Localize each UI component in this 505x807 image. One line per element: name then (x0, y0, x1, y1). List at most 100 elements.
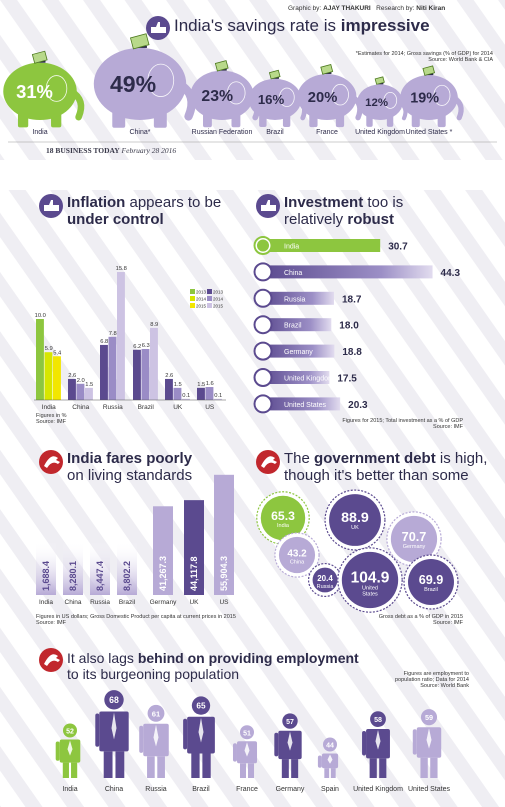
person-leg (239, 763, 246, 778)
employment-category: India (62, 786, 77, 793)
debt-value: 104.9 (351, 569, 390, 586)
inflation-value: 5.9 (45, 346, 53, 352)
employment-value: 59 (425, 713, 433, 722)
inflation-bar (150, 327, 158, 400)
savings-category: France (316, 129, 338, 136)
person-leg (115, 751, 125, 778)
inflation-bar (36, 319, 44, 400)
living-bar (36, 541, 56, 595)
employment-value: 61 (152, 709, 160, 718)
employment-category: France (236, 786, 258, 793)
investment-category: Russia (284, 296, 306, 303)
person-leg (420, 757, 428, 778)
inflation-value: 2.0 (77, 378, 85, 384)
savings-category: Brazil (266, 129, 284, 136)
savings-value: 12% (365, 97, 388, 109)
living-value: 8,280.1 (68, 561, 78, 591)
person-arm (232, 743, 237, 762)
living-title: India fares poorly on living standards (67, 450, 193, 484)
living-bar (90, 541, 110, 595)
legend-label: 2013 (213, 290, 224, 295)
person-arm (139, 725, 144, 753)
investment-note: Figures for 2015; Total investment as a … (342, 418, 463, 430)
person-leg (157, 756, 165, 778)
person-leg (202, 753, 211, 778)
inflation-value: 1.5 (197, 382, 205, 388)
person-leg (291, 759, 299, 778)
inflation-value: 0.1 (182, 393, 190, 399)
inflation-bar (173, 387, 182, 400)
savings-elephant: 31% India (3, 50, 85, 136)
employment-value: 51 (243, 730, 251, 737)
investment-category: India (284, 244, 299, 251)
employment-person-icon: 65 Brazil (183, 696, 215, 793)
legend-swatch (190, 296, 195, 301)
inflation-bar (44, 352, 53, 400)
living-category: US (219, 599, 229, 606)
investment-marker (253, 262, 273, 282)
debt-value: 43.2 (287, 548, 307, 559)
living-bar (153, 506, 173, 595)
debt-bubble (260, 495, 306, 541)
debt-bubble (329, 494, 381, 546)
employment-person-icon: 68 China (95, 690, 129, 793)
person-arm (95, 713, 100, 747)
employment-value: 57 (286, 719, 294, 726)
inflation-bar (100, 344, 108, 400)
legend-label: 2014 (213, 297, 224, 302)
investment-bar-fade (262, 371, 330, 384)
investment-category: Brazil (284, 323, 302, 330)
investment-category: Germany (284, 349, 313, 356)
credits: Graphic by: AJAY THAKURI Research by: Ni… (288, 5, 446, 12)
inflation-value: 8.9 (150, 322, 158, 328)
money-icon (268, 69, 281, 80)
debt-value: 65.3 (271, 509, 295, 523)
inflation-note: Figures in % Source: IMF (36, 413, 67, 425)
elephant-ear (331, 83, 349, 106)
inflation-value: 7.8 (109, 331, 117, 337)
investment-value: 17.5 (337, 374, 357, 385)
employment-person-icon: 57 Germany (274, 713, 305, 793)
debt-value: 70.7 (402, 529, 427, 544)
legend-swatch (207, 303, 212, 308)
inflation-title: Inflation appears to be under control (67, 194, 222, 228)
employment-person-icon: 51 France (232, 725, 258, 793)
person-head (420, 709, 438, 726)
elephant-trunk (450, 94, 464, 121)
investment-value: 18.8 (342, 347, 362, 358)
investment-bar-fade (262, 344, 335, 358)
money-icon (320, 64, 334, 75)
inflation-value: 0.1 (214, 393, 222, 399)
investment-title: Investment too is relatively robust (284, 194, 404, 228)
person-leg (71, 762, 78, 778)
employment-value: 68 (109, 695, 119, 705)
employment-person-icon: 52 India (55, 723, 81, 793)
investment-marker (253, 288, 273, 308)
person-leg (248, 763, 255, 778)
inflation-value: 15.8 (116, 266, 127, 272)
inflation-bar (108, 336, 117, 400)
living-value: 8,447.4 (95, 561, 105, 591)
employment-value: 58 (374, 716, 382, 724)
living-category: Brazil (119, 599, 136, 606)
investment-value: 44.3 (441, 268, 461, 279)
page-footer: 18 BUSINESS TODAY February 28 2016 (46, 146, 177, 155)
elephant-ear (226, 81, 246, 105)
inflation-bar (214, 398, 222, 400)
legend-label: 2014 (196, 297, 207, 302)
savings-note: *Estimates for 2014; Gross savings (% of… (355, 51, 493, 63)
debt-bubble (312, 567, 338, 593)
person-head (63, 723, 77, 738)
inflation-bar (68, 378, 76, 400)
person-head (282, 713, 298, 729)
employment-category: Spain (321, 786, 339, 793)
living-category: UK (189, 599, 199, 606)
person-leg (62, 762, 69, 778)
elephant-trunk (67, 88, 85, 121)
person-leg (330, 768, 336, 778)
debt-bubble (408, 559, 454, 605)
investment-value: 30.7 (388, 242, 408, 253)
inflation-value: 2.6 (165, 373, 173, 379)
person-head (191, 696, 211, 715)
person-arm (317, 755, 322, 768)
